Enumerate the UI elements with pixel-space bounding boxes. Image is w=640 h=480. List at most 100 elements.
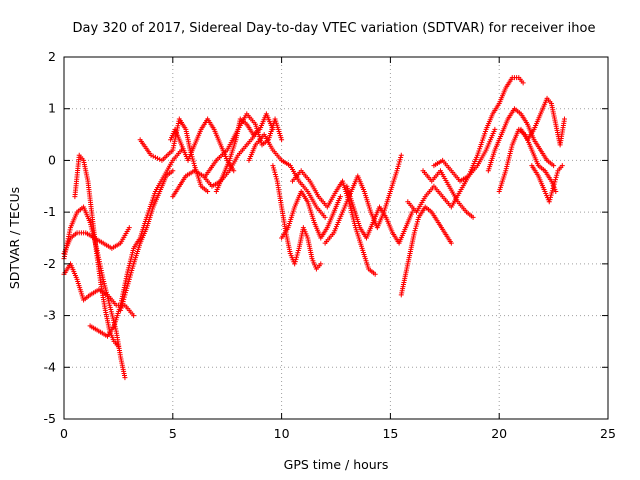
data-point bbox=[546, 199, 552, 205]
y-tick-label: -4 bbox=[44, 359, 57, 374]
data-point-interpolated bbox=[128, 270, 134, 276]
data-points bbox=[61, 75, 567, 381]
data-point-interpolated bbox=[129, 268, 135, 274]
data-point-interpolated bbox=[414, 219, 420, 225]
data-point-interpolated bbox=[552, 177, 558, 183]
data-point-interpolated bbox=[413, 225, 419, 231]
data-point-interpolated bbox=[121, 296, 127, 302]
y-tick-label: 2 bbox=[48, 49, 56, 64]
data-point-interpolated bbox=[293, 256, 299, 262]
data-point-interpolated bbox=[412, 228, 418, 234]
data-point-interpolated bbox=[274, 176, 280, 182]
data-point-interpolated bbox=[271, 165, 277, 171]
x-axis-label: GPS time / hours bbox=[284, 457, 389, 472]
data-point bbox=[492, 126, 498, 132]
data-point bbox=[118, 307, 124, 313]
data-point bbox=[559, 163, 565, 169]
x-tick-label: 0 bbox=[60, 426, 68, 441]
data-point-interpolated bbox=[126, 279, 132, 285]
data-point bbox=[270, 163, 276, 169]
data-point-interpolated bbox=[396, 161, 402, 167]
data-point-interpolated bbox=[415, 217, 421, 223]
data-point-interpolated bbox=[150, 153, 156, 159]
data-point bbox=[551, 183, 557, 189]
data-point-interpolated bbox=[127, 274, 133, 280]
data-point-interpolated bbox=[414, 221, 420, 227]
data-point-interpolated bbox=[553, 174, 559, 180]
data-point-interpolated bbox=[548, 192, 554, 198]
data-point-interpolated bbox=[547, 194, 553, 200]
data-point-interpolated bbox=[124, 283, 130, 289]
data-point bbox=[448, 240, 454, 246]
data-point bbox=[394, 168, 400, 174]
data-point bbox=[131, 313, 137, 319]
data-point-interpolated bbox=[123, 287, 129, 293]
data-point bbox=[148, 152, 154, 158]
data-point-interpolated bbox=[547, 197, 553, 203]
data-point-interpolated bbox=[294, 252, 300, 258]
data-point bbox=[409, 209, 415, 215]
y-tick-label: -2 bbox=[44, 256, 56, 271]
data-point bbox=[170, 168, 176, 174]
data-point bbox=[279, 137, 285, 143]
data-point-interpolated bbox=[398, 154, 404, 160]
data-point-interpolated bbox=[129, 265, 135, 271]
data-point bbox=[126, 225, 132, 231]
axis-ticks: 0 5 10 15 20 25 -5 -4 -3 -2 -1 0 1 2 bbox=[44, 49, 616, 441]
x-tick-label: 5 bbox=[169, 426, 177, 441]
data-point-interpolated bbox=[550, 186, 556, 192]
y-tick-label: -1 bbox=[44, 204, 56, 219]
data-point-interpolated bbox=[121, 294, 127, 300]
data-point bbox=[337, 194, 343, 200]
data-point bbox=[553, 188, 559, 194]
data-point bbox=[372, 271, 378, 277]
chart-title: Day 320 of 2017, Sidereal Day-to-day VTE… bbox=[73, 21, 596, 36]
data-point-interpolated bbox=[395, 166, 401, 172]
data-point-interpolated bbox=[191, 160, 197, 166]
x-tick-label: 15 bbox=[382, 426, 398, 441]
data-point-interpolated bbox=[413, 223, 419, 229]
data-point-interpolated bbox=[190, 158, 196, 164]
data-point bbox=[270, 126, 276, 132]
data-point bbox=[561, 116, 567, 122]
x-tick-label: 25 bbox=[600, 426, 616, 441]
y-tick-label: -5 bbox=[44, 411, 56, 426]
plot-frame bbox=[63, 56, 609, 420]
data-point bbox=[205, 188, 211, 194]
data-point bbox=[398, 152, 404, 158]
data-point-interpolated bbox=[294, 254, 300, 260]
y-axis-label: SDTVAR / TECUs bbox=[7, 187, 22, 289]
data-point-interpolated bbox=[295, 250, 301, 256]
data-point-interpolated bbox=[295, 248, 301, 254]
y-tick-label: -3 bbox=[44, 308, 56, 323]
data-point bbox=[292, 261, 298, 267]
data-point bbox=[551, 163, 557, 169]
data-point-interpolated bbox=[554, 170, 560, 176]
data-point-interpolated bbox=[125, 281, 131, 287]
data-point bbox=[470, 214, 476, 220]
x-tick-label: 20 bbox=[491, 426, 507, 441]
data-point-interpolated bbox=[551, 181, 557, 187]
y-tick-label: 0 bbox=[48, 152, 56, 167]
data-point-interpolated bbox=[120, 299, 126, 305]
data-point-interpolated bbox=[119, 301, 125, 307]
data-point-interpolated bbox=[292, 259, 298, 265]
data-point-interpolated bbox=[272, 169, 278, 175]
data-point bbox=[122, 375, 128, 381]
data-point bbox=[322, 214, 328, 220]
data-point-interpolated bbox=[152, 154, 158, 160]
data-point-interpolated bbox=[273, 174, 279, 180]
data-point bbox=[318, 261, 324, 267]
data-point bbox=[520, 80, 526, 86]
data-point-interpolated bbox=[395, 163, 401, 169]
data-point-interpolated bbox=[119, 303, 125, 309]
data-point-interpolated bbox=[271, 167, 277, 173]
data-point bbox=[126, 276, 132, 282]
data-point bbox=[115, 344, 121, 350]
data-point-interpolated bbox=[549, 188, 555, 194]
data-point-interpolated bbox=[396, 159, 402, 165]
data-point-interpolated bbox=[552, 179, 558, 185]
data-point-interpolated bbox=[549, 190, 555, 196]
data-point-interpolated bbox=[397, 157, 403, 163]
